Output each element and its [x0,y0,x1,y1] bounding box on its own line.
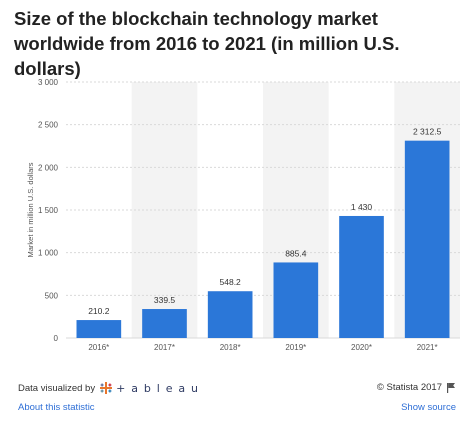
y-tick-label: 0 [54,334,59,343]
tableau-wordmark: + a b l e a u [116,381,200,395]
copyright-notice: © Statista 2017 [377,382,456,393]
bar [76,320,122,338]
bar [142,309,187,338]
bar-chart: 0 500 1 000 1 500 2 000 2 500 3 000 Market in m… [26,78,460,352]
data-label: 1 430 [351,202,373,212]
chart-title: Size of the blockchain technology market… [14,8,400,79]
y-tick-label: 1 500 [38,206,59,215]
y-tick-label: 2 000 [38,163,59,172]
data-label: 885.4 [285,248,307,258]
bar [273,262,319,338]
data-label: 210.2 [88,306,110,316]
x-tick-label: 2021* [417,343,438,352]
data-label: 2 312.5 [413,127,442,137]
x-tick-label: 2019* [285,343,306,352]
y-tick-label: 2 500 [38,121,59,130]
x-tick-label: 2016* [88,343,109,352]
copyright-text: © Statista 2017 [376,382,442,393]
y-axis-label: Market in million U.S. dollars [26,162,35,257]
x-tick-label: 2020* [351,343,372,352]
data-label: 548.2 [220,277,242,287]
y-tick-label: 500 [45,291,59,300]
data-visualized-by: Data visualized by + a b l e a u [18,381,199,395]
x-tick-label: 2018* [220,343,241,352]
y-tick-label: 3 000 [38,78,59,87]
bar [339,215,384,338]
data-visualized-by-label: Data visualized by [18,382,96,394]
x-tick-label: 2017* [154,343,175,352]
flag-icon[interactable] [446,382,456,393]
about-this-statistic-link[interactable]: About this statistic [18,402,95,413]
bar [207,291,253,338]
show-source-link[interactable]: Show source [401,402,456,413]
tableau-logo[interactable]: + a b l e a u [99,381,199,395]
y-tick-label: 1 000 [38,249,59,258]
tableau-plus-icon [100,382,113,394]
bar [404,140,450,338]
data-label: 339.5 [154,295,176,305]
